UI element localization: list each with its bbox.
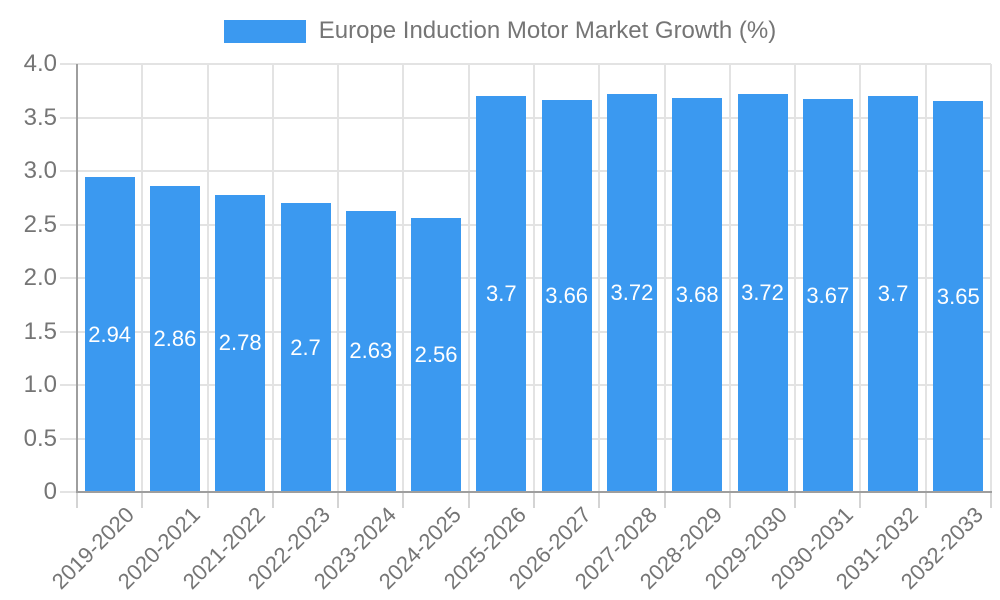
bar: 3.7 [476, 96, 527, 492]
y-tick-label: 4.0 [23, 50, 57, 77]
x-gridline [271, 64, 274, 492]
bar: 2.63 [345, 210, 396, 492]
bar: 2.7 [280, 203, 331, 492]
x-gridline [467, 64, 470, 492]
y-tick-label: 1.0 [23, 371, 57, 398]
x-gridline [794, 64, 797, 492]
x-tick [924, 492, 927, 508]
legend-swatch [223, 19, 306, 43]
y-tick-label: 3.0 [23, 157, 57, 184]
bar: 3.67 [802, 99, 853, 492]
bar: 3.68 [672, 98, 723, 492]
x-tick [76, 492, 78, 508]
bar-value-label: 3.7 [877, 281, 909, 307]
x-tick [990, 492, 992, 508]
x-gridline [206, 64, 209, 492]
x-gridline [924, 64, 927, 492]
y-tick-label: 0.5 [23, 424, 57, 452]
y-tick-label: 2.5 [23, 210, 57, 238]
bar-value-label: 3.72 [741, 279, 784, 305]
x-tick [598, 492, 601, 508]
x-gridline [402, 64, 405, 492]
bar: 3.66 [541, 100, 592, 492]
x-gridline [533, 64, 535, 492]
bar-value-label: 2.86 [153, 325, 197, 351]
x-tick [271, 492, 274, 508]
bar-value-label: 2.78 [218, 330, 262, 356]
x-tick [663, 492, 666, 508]
bar: 2.86 [149, 185, 200, 492]
x-gridline [663, 64, 666, 492]
x-axis-line [76, 491, 992, 493]
bar-value-label: 3.67 [806, 282, 850, 308]
x-tick [794, 492, 797, 508]
bar-value-label: 2.63 [349, 338, 393, 364]
x-gridline [141, 64, 144, 492]
x-tick [337, 492, 340, 508]
x-tick [402, 492, 405, 508]
bar-value-label: 3.72 [610, 279, 654, 305]
x-gridline [859, 64, 862, 492]
x-tick [206, 492, 209, 508]
x-gridline [337, 64, 340, 492]
bar: 3.72 [606, 93, 657, 492]
bar: 3.65 [933, 101, 984, 492]
bar-value-label: 2.94 [88, 321, 132, 347]
x-gridline [598, 64, 601, 492]
x-gridline [728, 64, 731, 492]
y-tick-label: 0 [43, 478, 57, 505]
bar: 3.7 [868, 96, 919, 492]
chart-legend-item[interactable]: Europe Induction Motor Market Growth (%) [0, 17, 1000, 45]
y-tick-label: 1.5 [23, 317, 57, 345]
x-tick [859, 492, 862, 508]
x-gridline [990, 64, 992, 492]
bar-value-label: 2.7 [290, 334, 321, 360]
bar-value-label: 3.65 [936, 283, 980, 309]
bar-value-label: 3.66 [545, 283, 589, 309]
bar-value-label: 3.7 [486, 281, 517, 307]
y-tick-label: 2.0 [23, 264, 57, 291]
y-axis-line [76, 64, 78, 492]
y-tick-label: 3.5 [23, 103, 57, 131]
x-tick [728, 492, 731, 508]
bar: 2.78 [215, 194, 266, 492]
bar-value-label: 2.56 [414, 342, 458, 368]
bar: 2.94 [84, 177, 135, 492]
x-tick [533, 492, 535, 508]
bar: 2.56 [411, 218, 462, 492]
y-gridline [60, 63, 991, 65]
bar-value-label: 3.68 [675, 282, 719, 308]
x-tick [467, 492, 470, 508]
bar: 3.72 [737, 93, 788, 492]
legend-label: Europe Induction Motor Market Growth (%) [318, 17, 777, 44]
x-tick [141, 492, 144, 508]
